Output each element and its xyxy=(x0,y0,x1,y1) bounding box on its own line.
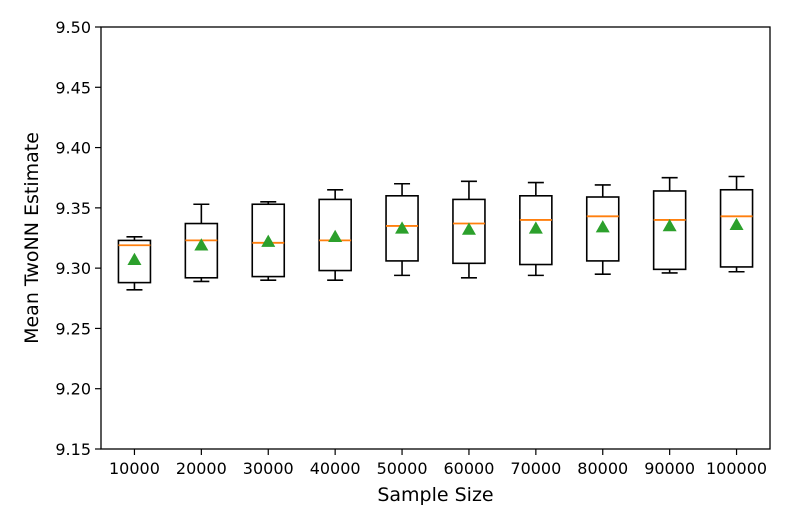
y-tick-label: 9.50 xyxy=(55,18,91,37)
y-tick-label: 9.35 xyxy=(55,199,91,218)
x-tick-label: 100000 xyxy=(706,459,767,478)
y-tick-label: 9.25 xyxy=(55,319,91,338)
x-tick-label: 40000 xyxy=(310,459,361,478)
mean-marker xyxy=(729,217,744,230)
y-tick-label: 9.20 xyxy=(55,380,91,399)
box-group xyxy=(652,176,687,274)
plot-frame xyxy=(100,26,771,450)
mean-marker xyxy=(662,218,677,232)
box-group xyxy=(585,184,620,275)
box-group xyxy=(719,175,754,273)
box-group xyxy=(117,235,152,291)
box xyxy=(719,188,754,268)
mean-marker xyxy=(395,221,410,234)
box xyxy=(117,239,152,284)
x-tick-label: 50000 xyxy=(377,459,428,478)
box xyxy=(385,195,419,262)
y-axis-label: Mean TwoNN Estimate xyxy=(21,132,43,344)
box xyxy=(519,195,553,266)
x-axis-label: Sample Size xyxy=(377,484,493,506)
x-axis: 10000 20000 30000 40000 50000 60000 70000 80000… xyxy=(109,449,767,478)
box xyxy=(585,196,620,262)
y-tick-label: 9.45 xyxy=(55,78,91,97)
mean-marker xyxy=(261,234,276,247)
mean-marker xyxy=(127,252,142,265)
x-tick-label: 20000 xyxy=(176,459,227,478)
mean-marker xyxy=(328,229,343,243)
box xyxy=(318,198,352,272)
mean-marker xyxy=(194,238,209,251)
box xyxy=(251,203,286,278)
box xyxy=(184,222,219,279)
y-tick-label: 9.15 xyxy=(55,440,91,459)
box-group xyxy=(452,180,486,279)
x-tick-label: 10000 xyxy=(109,459,160,478)
box-group xyxy=(251,201,286,282)
x-tick-label: 60000 xyxy=(443,459,494,478)
y-axis: 9.15 9.20 9.25 9.30 9.35 9.40 9.45 9.50 xyxy=(55,18,101,459)
box-group xyxy=(318,188,352,282)
mean-marker xyxy=(528,221,543,234)
mean-marker xyxy=(595,220,610,233)
x-tick-label: 30000 xyxy=(243,459,294,478)
box-group xyxy=(184,203,219,283)
mean-marker xyxy=(461,222,476,235)
plot-marks xyxy=(117,175,754,291)
box-group xyxy=(385,182,419,277)
x-tick-label: 70000 xyxy=(510,459,561,478)
x-tick-label: 80000 xyxy=(577,459,628,478)
box xyxy=(652,190,687,271)
box xyxy=(452,198,486,265)
y-tick-label: 9.40 xyxy=(55,139,91,158)
box-group xyxy=(519,181,553,277)
x-tick-label: 90000 xyxy=(644,459,695,478)
y-tick-label: 9.30 xyxy=(55,259,91,278)
